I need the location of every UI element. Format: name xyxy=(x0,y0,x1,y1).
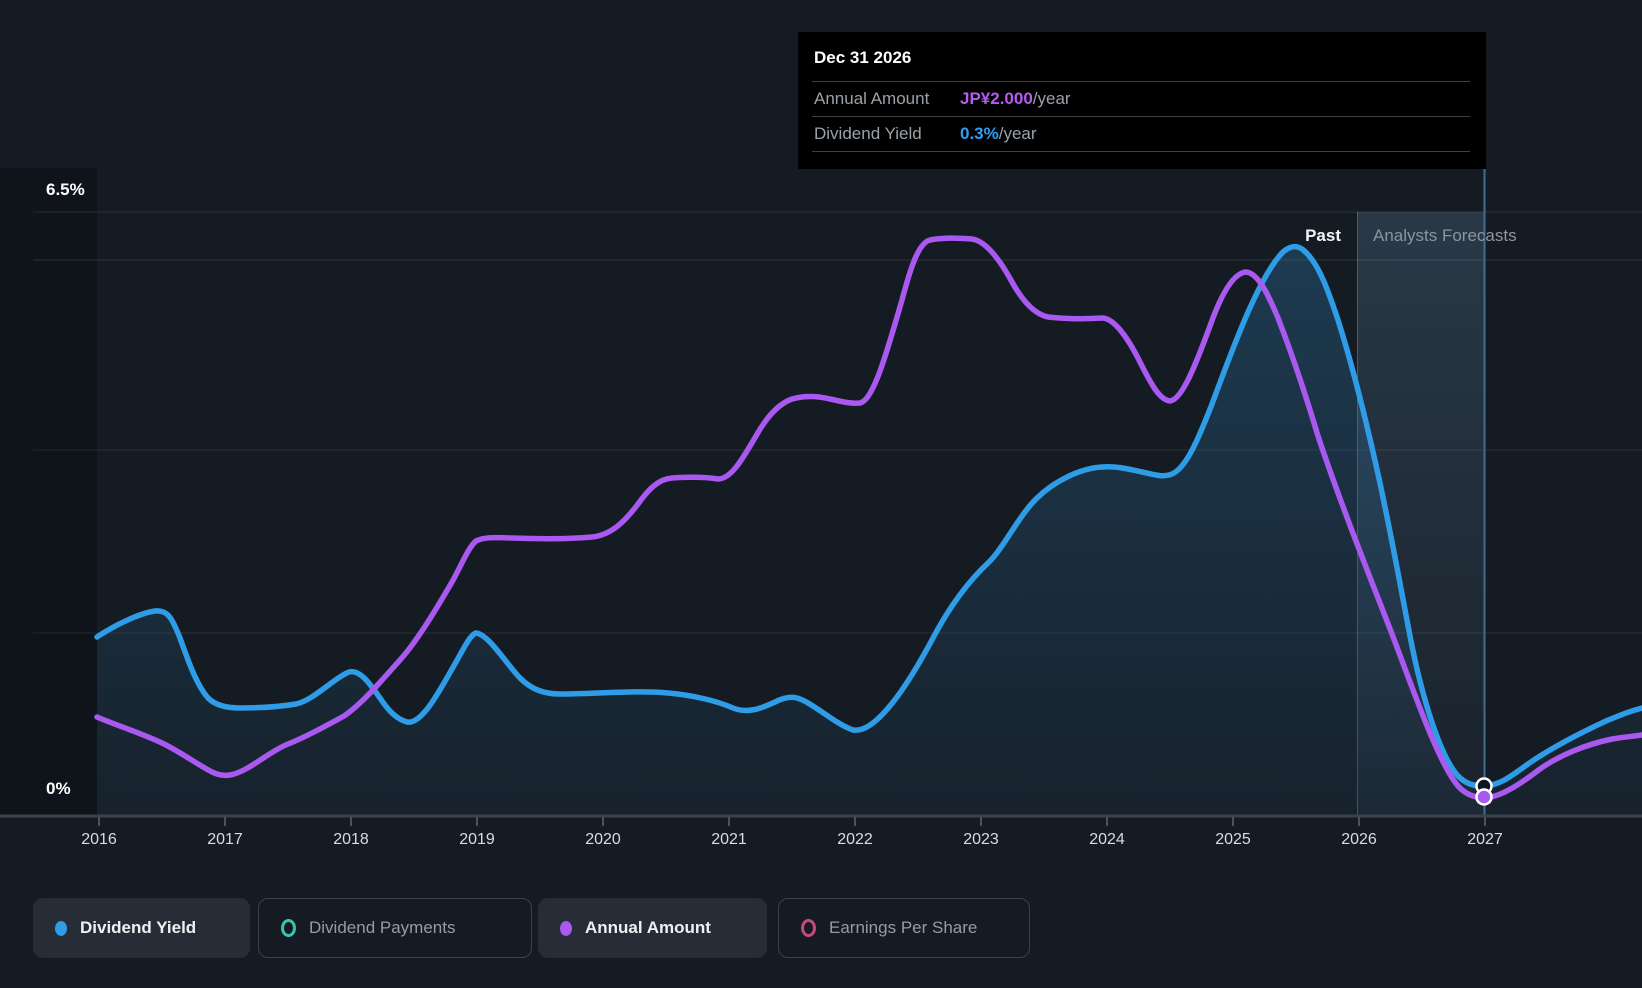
dividend-payments-ring-icon xyxy=(281,919,296,937)
tooltip-label: Dividend Yield xyxy=(814,124,922,143)
tooltip-row-annual-amount: Annual Amount JP¥2.000/year xyxy=(812,82,1470,117)
legend-item-dividend-payments[interactable]: Dividend Payments xyxy=(258,898,532,958)
tooltip-value: 0.3% xyxy=(960,124,999,143)
legend-item-earnings-per-share[interactable]: Earnings Per Share xyxy=(778,898,1030,958)
annual-amount-line xyxy=(94,235,1642,801)
analysts-forecasts-label: Analysts Forecasts xyxy=(1373,226,1517,245)
dividend-yield-line xyxy=(94,243,1642,789)
legend-item-annual-amount[interactable]: Annual Amount xyxy=(538,898,767,958)
legend-item-dividend-yield[interactable]: Dividend Yield xyxy=(33,898,250,958)
x-tick-label: 2027 xyxy=(1467,831,1503,848)
past-label: Past xyxy=(1305,226,1341,245)
x-axis-ticks xyxy=(98,817,1486,826)
x-tick-label: 2025 xyxy=(1215,831,1251,848)
x-tick-label: 2026 xyxy=(1341,831,1377,848)
legend-label: Earnings Per Share xyxy=(829,918,978,937)
legend-label: Dividend Payments xyxy=(309,918,456,937)
earnings-per-share-ring-icon xyxy=(801,919,816,937)
x-tick-label: 2022 xyxy=(837,831,873,848)
legend-label: Dividend Yield xyxy=(80,918,197,937)
hover-marker-annual-amount xyxy=(1475,788,1493,806)
tooltip-row-dividend-yield: Dividend Yield 0.3%/year xyxy=(812,117,1470,152)
x-tick-label: 2023 xyxy=(963,831,999,848)
x-tick-label: 2018 xyxy=(333,831,369,848)
annual-amount-dot-icon xyxy=(560,920,572,936)
tooltip-suffix: /year xyxy=(1032,89,1071,108)
x-tick-label: 2021 xyxy=(711,831,747,848)
x-tick-label: 2017 xyxy=(207,831,243,848)
left-margin-strip xyxy=(0,168,97,816)
y-axis-top-label: 6.5% xyxy=(46,180,85,199)
tooltip-label: Annual Amount xyxy=(814,89,930,108)
tooltip-date: Dec 31 2026 xyxy=(812,32,1470,82)
dividend-yield-dot-icon xyxy=(55,920,67,936)
x-tick-label: 2016 xyxy=(81,831,117,848)
legend-label: Annual Amount xyxy=(585,918,711,937)
y-axis-zero-label: 0% xyxy=(46,779,71,798)
tooltip-suffix: /year xyxy=(998,124,1037,143)
tooltip-value: JP¥2.000 xyxy=(960,89,1033,108)
dividend-yield-area xyxy=(97,246,1642,817)
x-tick-label: 2024 xyxy=(1089,831,1125,848)
x-tick-label: 2020 xyxy=(585,831,621,848)
x-tick-label: 2019 xyxy=(459,831,495,848)
hover-tooltip: Dec 31 2026 Annual Amount JP¥2.000/year … xyxy=(798,32,1486,169)
